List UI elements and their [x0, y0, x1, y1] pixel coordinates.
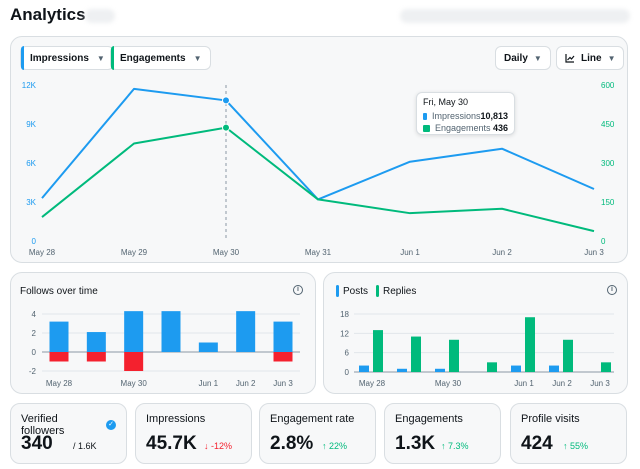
stat-delta: ↑ 7.3% [441, 441, 469, 451]
verified-badge-icon: ✓ [106, 420, 116, 430]
posts-color-bar [336, 285, 339, 297]
stat-label: Engagements [395, 413, 463, 425]
main-chart-card [10, 36, 628, 263]
header-blurred-region [400, 9, 630, 23]
engagements-color-bar [111, 46, 114, 70]
tooltip-impressions-row: Impressions 10,813 [423, 110, 508, 122]
chart-type-label: Line [581, 52, 602, 64]
stat-label: Verified followers ✓ [21, 413, 116, 437]
granularity-label: Daily [504, 52, 528, 64]
stat-value: 2.8% [270, 433, 314, 454]
stat-value: 45.7K [146, 433, 197, 454]
tooltip-engagements-label: Engagements [435, 123, 491, 133]
stat-label: Profile visits [521, 413, 580, 425]
stat-card-profile-visits[interactable]: Profile visits 424 ↑ 55% [510, 403, 627, 464]
tooltip-engagements-value: 436 [492, 123, 508, 133]
chart-type-dropdown[interactable]: Line ▼ [556, 46, 625, 70]
tooltip-impressions-value: 10,813 [480, 111, 508, 121]
stat-label: Engagement rate [270, 413, 355, 425]
stat-card-engagement-rate[interactable]: Engagement rate 2.8% ↑ 22% [259, 403, 376, 464]
stat-card-engagements[interactable]: Engagements 1.3K ↑ 7.3% [384, 403, 501, 464]
chevron-down-icon: ▼ [607, 53, 616, 63]
impressions-selector-label: Impressions [30, 52, 89, 64]
stat-label: Impressions [146, 413, 206, 425]
impressions-color-bar [21, 46, 24, 70]
stat-suffix: / 1.6K [73, 441, 97, 451]
impressions-swatch [423, 112, 427, 120]
stat-value: 1.3K [395, 433, 436, 454]
chevron-down-icon: ▼ [96, 53, 105, 63]
legend-posts[interactable]: Posts [336, 285, 368, 297]
info-icon[interactable]: i [293, 285, 303, 295]
legend-replies[interactable]: Replies [376, 285, 416, 297]
engagements-selector-label: Engagements [120, 52, 186, 64]
chart-tooltip: Fri, May 30 Impressions 10,813 Engagemen… [416, 92, 515, 135]
stat-delta: ↑ 55% [563, 441, 589, 451]
impressions-selector[interactable]: Impressions ▼ [20, 46, 114, 70]
posts-replies-card [323, 272, 628, 394]
stat-card-impressions[interactable]: Impressions 45.7K ↓ -12% [135, 403, 252, 464]
line-chart-icon [565, 54, 575, 63]
stat-value: 340 [21, 433, 53, 454]
stat-value: 424 [521, 433, 553, 454]
tooltip-engagements-row: Engagements 436 [423, 122, 508, 134]
stat-delta: ↑ 22% [322, 441, 348, 451]
page-title: Analytics [10, 5, 86, 24]
chevron-down-icon: ▼ [193, 53, 202, 63]
header-blurred-region [85, 9, 115, 23]
tooltip-impressions-label: Impressions [431, 111, 481, 121]
legend-posts-label: Posts [343, 285, 369, 297]
chevron-down-icon: ▼ [533, 53, 542, 63]
stat-label-text: Verified followers [21, 413, 65, 437]
engagements-selector[interactable]: Engagements ▼ [110, 46, 211, 70]
legend-replies-label: Replies [383, 285, 417, 297]
info-icon[interactable]: i [607, 285, 617, 295]
follows-title: Follows over time [20, 286, 98, 297]
replies-color-bar [376, 285, 379, 297]
engagements-swatch [423, 124, 430, 132]
stat-card-verified-followers[interactable]: Verified followers ✓ 340 / 1.6K [10, 403, 127, 464]
granularity-dropdown[interactable]: Daily ▼ [495, 46, 551, 70]
stat-delta: ↓ -12% [204, 441, 233, 451]
tooltip-date: Fri, May 30 [423, 97, 469, 107]
